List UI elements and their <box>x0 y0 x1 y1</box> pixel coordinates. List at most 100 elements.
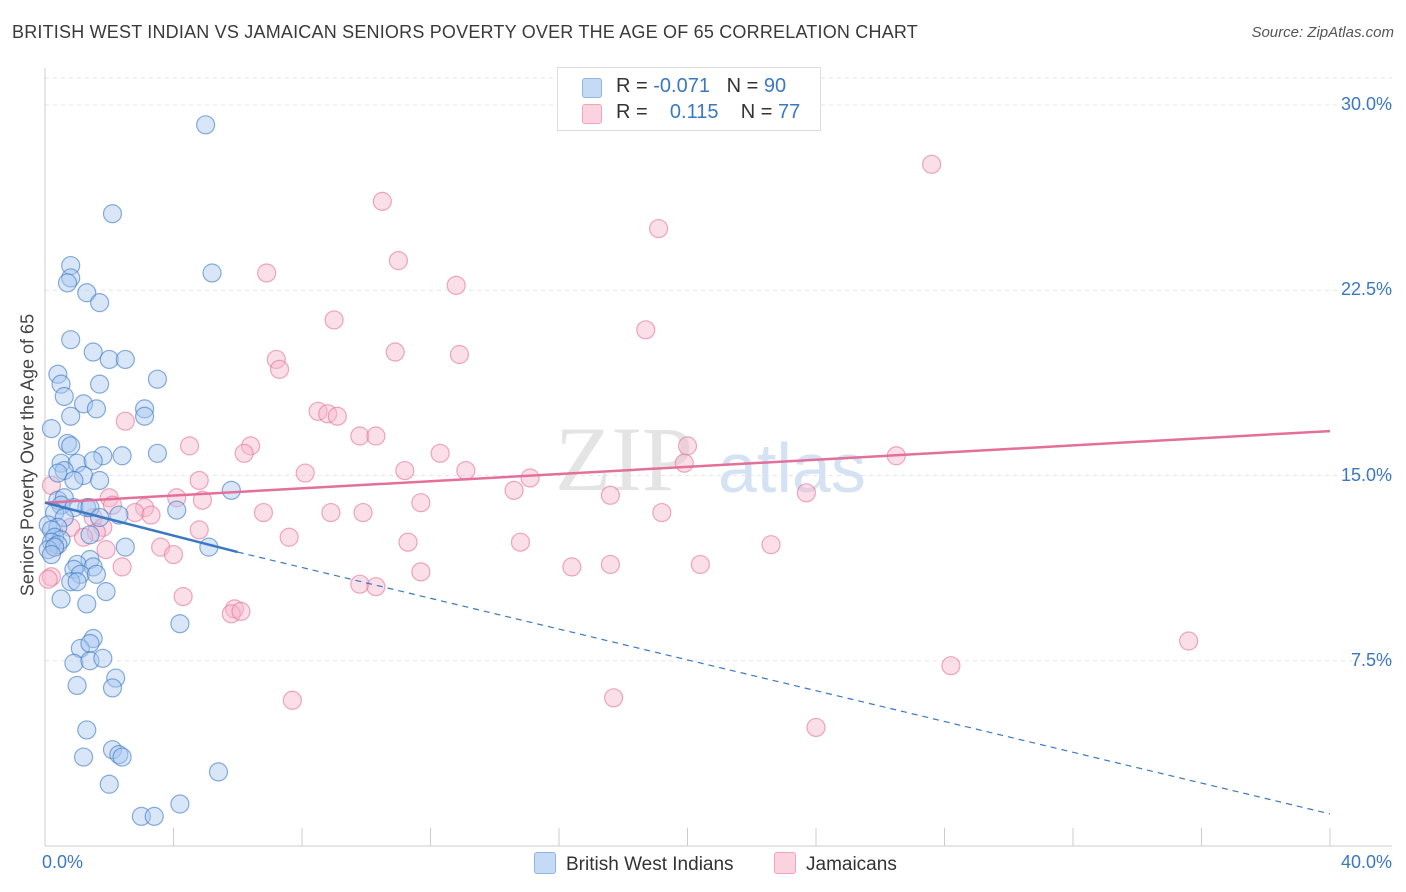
jamaicans-point <box>456 460 476 481</box>
bottom-legend-pink: Jamaicans <box>774 852 897 876</box>
chart-title: BRITISH WEST INDIAN VS JAMAICAN SENIORS … <box>12 22 918 42</box>
jamaicans-point <box>257 263 277 283</box>
british-west-indians-point <box>93 446 113 466</box>
british-west-indians-point <box>51 374 71 394</box>
jamaicans-point <box>520 468 540 488</box>
legend-blue-n: 90 <box>763 75 787 97</box>
bottom-legend-blue: British West Indians <box>534 852 734 876</box>
x-tick-label-max: 40.0% <box>1340 852 1392 872</box>
british-west-indians-point <box>102 204 123 224</box>
british-west-indians-point <box>93 648 113 668</box>
british-west-indians-point <box>134 399 155 419</box>
british-west-indians-point <box>67 675 87 696</box>
jamaicans-point <box>388 251 408 271</box>
legend-n-label: N = <box>726 75 759 97</box>
jamaicans-point <box>96 540 116 560</box>
british-west-indians-point <box>208 762 229 782</box>
british-west-indians-point <box>57 433 78 454</box>
jamaicans-point <box>604 688 624 708</box>
british-west-indians-points <box>38 115 241 826</box>
jamaicans-point <box>38 569 58 589</box>
legend-swatch-blue <box>582 78 602 98</box>
british-west-indians-point <box>102 678 123 698</box>
legend-n-label: N = <box>740 101 773 123</box>
bottom-legend-swatch-blue <box>534 852 556 874</box>
british-west-indians-point <box>67 572 87 592</box>
british-west-indians-point <box>147 369 168 389</box>
jamaicans-point <box>690 554 710 575</box>
british-west-indians-point <box>147 443 168 463</box>
jamaicans-point <box>806 717 826 738</box>
jamaicans-point <box>253 502 274 523</box>
british-west-indians-point <box>112 446 132 466</box>
jamaicans-point <box>327 406 347 426</box>
jamaicans-point <box>366 426 386 446</box>
british-west-indians-point <box>99 774 119 794</box>
british-west-indians-point <box>41 418 62 439</box>
jamaicans-point <box>279 527 299 547</box>
jamaicans-point <box>179 436 200 456</box>
legend-pink-r: 0.115 <box>669 101 719 123</box>
y-tick-label: 15.0% <box>1340 464 1392 485</box>
british-west-indians-point <box>54 386 74 407</box>
jamaicans-point <box>112 557 132 577</box>
axes <box>44 68 1392 847</box>
british-west-indians-point <box>48 535 68 555</box>
bottom-legend-label-pink: Jamaicans <box>806 854 897 875</box>
jamaicans-point <box>163 544 184 565</box>
jamaicans-point <box>600 485 621 505</box>
watermark-atlas: atlas <box>718 429 866 507</box>
british-west-indians-point <box>77 594 97 614</box>
british-west-indians-point <box>61 330 81 350</box>
watermark: ZIP atlas <box>555 408 866 510</box>
y-tick-label: 30.0% <box>1340 94 1392 115</box>
jamaicans-point <box>411 562 431 582</box>
jamaicans-trend-line <box>44 429 1331 504</box>
british-west-indians-point <box>80 633 100 654</box>
british-west-indians-point <box>57 273 78 293</box>
jamaicans-point <box>761 535 781 555</box>
jamaicans-point <box>173 586 193 607</box>
british-west-indians-point <box>202 263 222 283</box>
jamaicans-point <box>102 495 123 515</box>
x-tick-label-min: 0.0% <box>42 852 84 872</box>
jamaicans-point <box>652 502 672 523</box>
trend-lines <box>44 429 1331 815</box>
british-west-indians-point <box>51 589 71 609</box>
british-west-indians-point <box>96 582 116 602</box>
jamaicans-point <box>295 463 315 483</box>
jamaicans-points <box>38 154 1199 738</box>
jamaicans-point <box>600 554 621 575</box>
jamaicans-point <box>189 470 209 491</box>
grid-lines <box>45 77 1392 662</box>
british-west-indians-point <box>90 293 110 313</box>
legend-pink-n: 77 <box>777 101 801 123</box>
jamaicans-point <box>41 567 62 587</box>
jamaicans-point <box>125 502 145 523</box>
british-west-indians-point <box>221 480 241 500</box>
jamaicans-point <box>353 502 373 523</box>
british-west-indians-point <box>41 544 62 565</box>
legend-blue-r: -0.071 <box>653 75 710 97</box>
british-west-indians-point <box>64 559 84 579</box>
british-west-indians-point <box>83 451 103 471</box>
british-west-indians-point <box>90 470 110 491</box>
british-west-indians-point <box>77 283 97 303</box>
correlation-legend: R = -0.071 N = 90 R = 0.115 N = 77 <box>557 67 821 131</box>
jamaicans-point <box>324 310 344 330</box>
british-west-indians-point <box>83 342 103 362</box>
british-west-indians-point <box>115 537 135 557</box>
british-west-indians-point <box>99 349 119 370</box>
jamaicans-point <box>321 502 341 523</box>
british-west-indians-point <box>102 740 123 760</box>
jamaicans-point <box>350 574 370 594</box>
british-west-indians-point <box>80 525 100 545</box>
source-label: Source: ZipAtlas.com <box>1251 24 1394 41</box>
legend-r-label: R = <box>616 101 648 123</box>
british-west-indians-point <box>48 463 68 483</box>
jamaicans-point <box>269 359 290 379</box>
jamaicans-point <box>504 480 524 500</box>
british-west-indians-point <box>61 572 81 592</box>
british-west-indians-trend-line <box>44 501 239 554</box>
